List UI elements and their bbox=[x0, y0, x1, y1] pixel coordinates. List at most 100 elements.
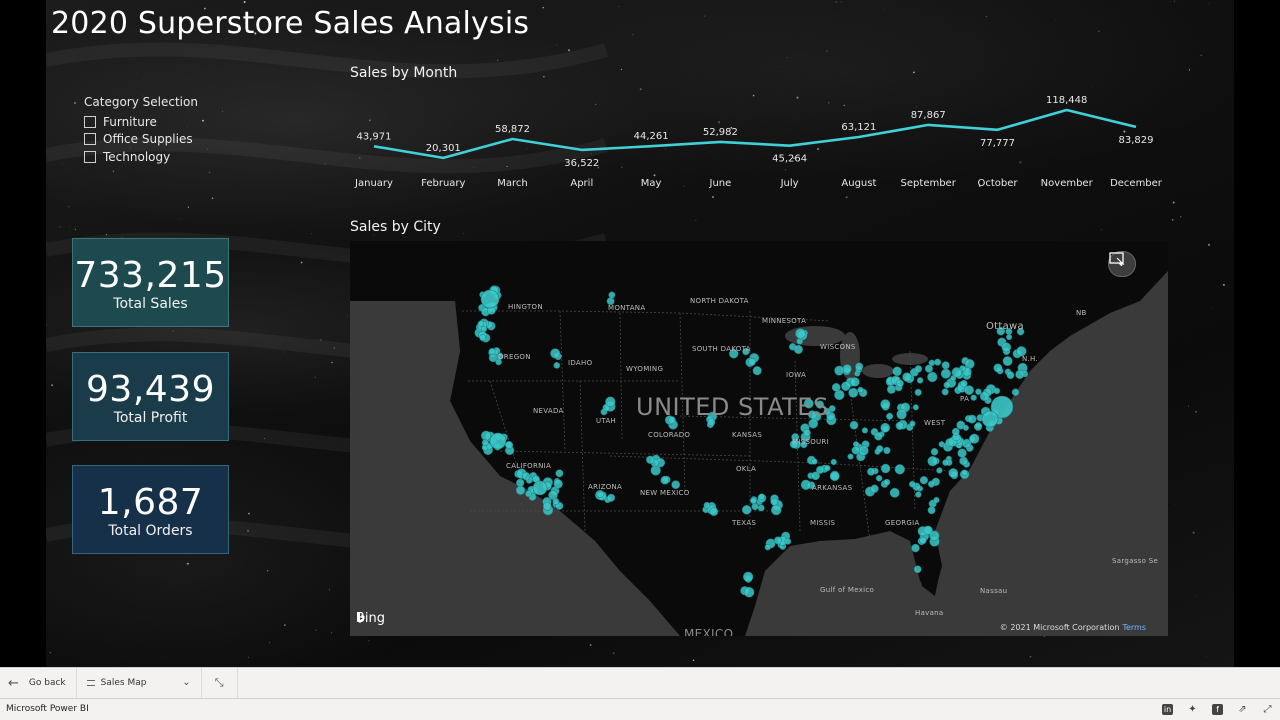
total-profit-card[interactable]: 93,439 Total Profit bbox=[72, 352, 229, 441]
city-marker[interactable] bbox=[834, 365, 845, 376]
city-marker[interactable] bbox=[1006, 334, 1013, 341]
city-marker[interactable] bbox=[886, 384, 896, 394]
city-marker[interactable] bbox=[823, 407, 832, 416]
city-marker[interactable] bbox=[896, 409, 907, 420]
city-marker[interactable] bbox=[709, 507, 719, 517]
city-marker[interactable] bbox=[913, 565, 922, 574]
data-point[interactable] bbox=[511, 137, 515, 141]
city-marker[interactable] bbox=[951, 367, 962, 378]
city-marker[interactable] bbox=[911, 543, 920, 553]
city-marker[interactable] bbox=[770, 497, 779, 506]
city-marker[interactable] bbox=[967, 414, 977, 424]
city-marker[interactable] bbox=[784, 538, 792, 545]
city-marker[interactable] bbox=[481, 439, 489, 446]
city-marker[interactable] bbox=[608, 291, 616, 299]
city-marker[interactable] bbox=[957, 448, 967, 458]
city-marker[interactable] bbox=[948, 468, 959, 478]
city-marker[interactable] bbox=[842, 364, 852, 374]
city-marker[interactable] bbox=[959, 456, 968, 466]
city-marker[interactable] bbox=[886, 412, 894, 420]
focus-mode-button[interactable] bbox=[1108, 251, 1136, 277]
slicer-item-furniture[interactable]: Furniture bbox=[84, 113, 198, 131]
city-marker[interactable] bbox=[742, 571, 754, 582]
city-marker-large[interactable] bbox=[532, 480, 548, 496]
data-point[interactable] bbox=[788, 144, 792, 148]
data-point[interactable] bbox=[1134, 125, 1138, 129]
city-marker[interactable] bbox=[803, 398, 814, 409]
linkedin-icon[interactable]: in bbox=[1162, 704, 1173, 715]
checkbox[interactable] bbox=[84, 133, 96, 146]
data-point[interactable] bbox=[372, 144, 376, 148]
city-marker[interactable] bbox=[902, 372, 912, 382]
share-icon[interactable]: ⇗ bbox=[1238, 704, 1247, 715]
city-marker[interactable] bbox=[1006, 371, 1015, 380]
city-marker[interactable] bbox=[892, 366, 902, 377]
sales-by-city-map[interactable]: UNITED STATES MONTANA NORTH DAKOTA MINNESO… bbox=[350, 241, 1168, 636]
city-marker[interactable] bbox=[707, 418, 716, 427]
city-marker[interactable] bbox=[764, 544, 771, 551]
city-marker[interactable] bbox=[919, 536, 927, 545]
total-sales-card[interactable]: 733,215 Total Sales bbox=[72, 238, 229, 327]
city-marker[interactable] bbox=[914, 365, 923, 373]
city-marker[interactable] bbox=[811, 471, 820, 481]
city-marker[interactable] bbox=[909, 420, 916, 427]
terms-link[interactable]: Terms bbox=[1122, 623, 1146, 632]
city-marker[interactable] bbox=[816, 465, 825, 474]
city-marker[interactable] bbox=[943, 381, 951, 389]
sales-line[interactable] bbox=[373, 108, 1137, 160]
city-marker[interactable] bbox=[896, 379, 904, 388]
city-marker[interactable] bbox=[480, 430, 492, 441]
city-marker[interactable] bbox=[824, 464, 831, 472]
city-marker[interactable] bbox=[773, 536, 782, 545]
city-marker[interactable] bbox=[895, 421, 904, 430]
data-point[interactable] bbox=[996, 128, 1000, 132]
city-marker[interactable] bbox=[481, 326, 488, 333]
city-marker[interactable] bbox=[883, 478, 891, 486]
city-marker[interactable] bbox=[874, 432, 883, 441]
facebook-icon[interactable]: f bbox=[1212, 704, 1223, 715]
city-marker[interactable] bbox=[996, 326, 1006, 336]
city-marker[interactable] bbox=[847, 453, 854, 460]
city-marker[interactable] bbox=[515, 485, 526, 495]
city-marker[interactable] bbox=[1001, 342, 1012, 353]
city-marker[interactable] bbox=[894, 464, 905, 475]
city-marker[interactable] bbox=[941, 388, 949, 396]
city-marker[interactable] bbox=[914, 388, 922, 396]
city-marker[interactable] bbox=[667, 416, 676, 425]
city-marker[interactable] bbox=[741, 505, 752, 515]
city-marker[interactable] bbox=[848, 387, 859, 398]
city-marker[interactable] bbox=[870, 484, 879, 493]
slicer-item-office-supplies[interactable]: Office Supplies bbox=[84, 131, 198, 149]
collapse-button[interactable]: ⤡ bbox=[202, 667, 238, 699]
city-marker[interactable] bbox=[1016, 327, 1025, 336]
city-marker[interactable] bbox=[555, 469, 564, 478]
city-marker[interactable] bbox=[849, 420, 859, 430]
city-marker[interactable] bbox=[858, 445, 869, 456]
city-marker[interactable] bbox=[607, 493, 616, 502]
city-marker-large[interactable] bbox=[489, 432, 507, 450]
city-marker[interactable] bbox=[1002, 356, 1013, 367]
city-marker[interactable] bbox=[671, 480, 681, 490]
city-marker[interactable] bbox=[951, 427, 960, 436]
city-marker[interactable] bbox=[752, 366, 762, 376]
city-marker[interactable] bbox=[927, 506, 936, 515]
city-marker[interactable] bbox=[758, 493, 765, 501]
data-point[interactable] bbox=[857, 135, 861, 139]
city-marker[interactable] bbox=[808, 418, 819, 429]
city-marker[interactable] bbox=[803, 428, 811, 437]
city-marker[interactable] bbox=[851, 446, 861, 455]
map-canvas[interactable] bbox=[350, 241, 1168, 636]
city-marker[interactable] bbox=[596, 490, 604, 499]
city-marker[interactable] bbox=[927, 456, 938, 467]
city-marker[interactable] bbox=[841, 381, 851, 391]
city-marker[interactable] bbox=[940, 368, 951, 379]
twitter-icon[interactable]: ✦ bbox=[1188, 704, 1197, 715]
city-marker[interactable] bbox=[927, 371, 938, 383]
city-marker[interactable] bbox=[857, 386, 864, 394]
city-marker[interactable] bbox=[880, 422, 891, 433]
city-marker-large[interactable] bbox=[981, 410, 999, 428]
city-marker[interactable] bbox=[960, 379, 968, 388]
city-marker[interactable] bbox=[748, 358, 756, 366]
city-marker[interactable] bbox=[516, 478, 525, 487]
city-marker[interactable] bbox=[861, 427, 869, 434]
